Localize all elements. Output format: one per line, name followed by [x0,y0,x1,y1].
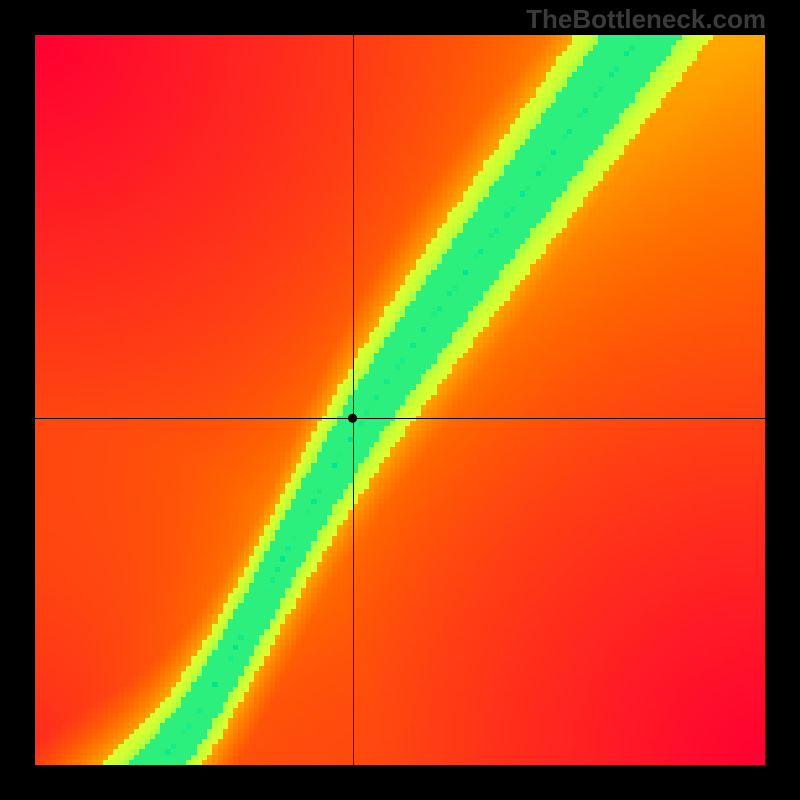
bottleneck-heatmap [35,35,765,765]
chart-container: TheBottleneck.com [0,0,800,800]
watermark-text: TheBottleneck.com [526,4,766,35]
